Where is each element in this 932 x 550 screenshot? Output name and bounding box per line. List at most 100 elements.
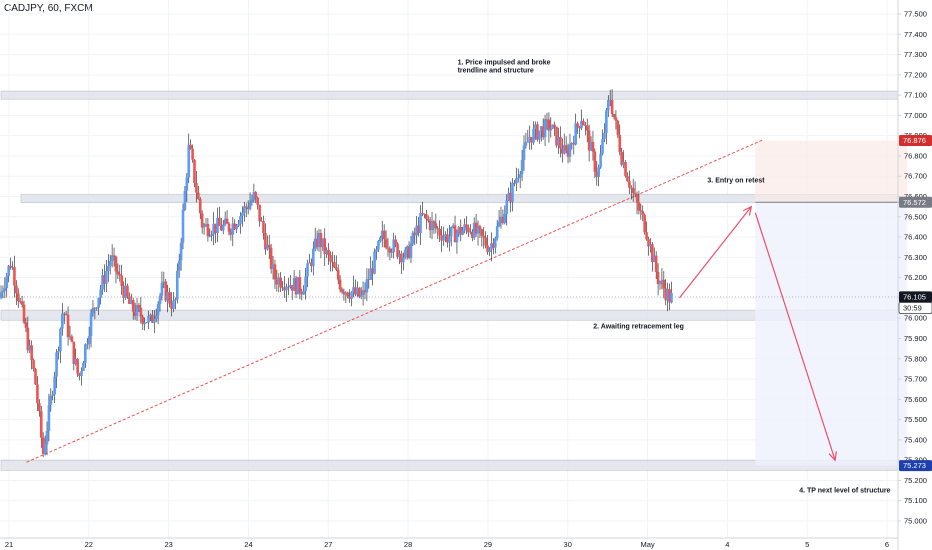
candle-body — [482, 235, 486, 238]
x-tick-label: May — [640, 540, 654, 549]
candle-body — [541, 126, 545, 138]
candle-body — [36, 384, 39, 404]
price-badge — [898, 302, 932, 314]
candle-body — [497, 221, 501, 227]
candle-body — [354, 287, 357, 295]
y-tick-label: 77.200 — [904, 70, 927, 79]
candle-body — [457, 226, 461, 234]
candle-body — [515, 178, 518, 184]
candle-body — [208, 235, 212, 237]
candle-body — [177, 260, 181, 271]
candle-body — [643, 214, 646, 233]
candle-body — [624, 162, 627, 177]
candle-body — [455, 233, 459, 243]
candle-body — [352, 287, 355, 293]
candle-body — [582, 120, 585, 126]
candle-body — [344, 292, 348, 295]
candle-body — [605, 110, 608, 133]
candle-body — [168, 292, 171, 304]
candle-body — [423, 213, 426, 215]
arrow-line — [754, 212, 836, 461]
candle-body — [654, 255, 658, 272]
candle-body — [74, 358, 78, 364]
candle-body — [474, 222, 478, 234]
candle-body — [633, 193, 637, 195]
path-arrows[interactable] — [679, 205, 837, 462]
candle-body — [405, 246, 409, 250]
candle-body — [30, 345, 33, 361]
candle-body — [122, 285, 125, 298]
candle-body — [304, 276, 307, 292]
candle-body — [361, 290, 365, 295]
candle-body — [24, 322, 28, 328]
candle-body — [520, 159, 524, 175]
candle-body — [660, 279, 664, 282]
candle-body — [323, 238, 327, 254]
candle-body — [256, 197, 260, 205]
candle-body — [300, 291, 304, 295]
candle-body — [223, 218, 227, 225]
candle-body — [191, 148, 194, 160]
candle-body — [576, 123, 579, 127]
candle-body — [72, 341, 76, 364]
candle-body — [147, 316, 150, 323]
candle-body — [105, 271, 108, 284]
y-tick-label: 75.000 — [904, 517, 927, 526]
candle-body — [18, 301, 22, 302]
candle-body — [38, 403, 41, 412]
arrow-line — [679, 206, 752, 299]
candle-body — [610, 99, 614, 114]
candle-body — [570, 143, 574, 145]
candle-body — [612, 113, 616, 118]
candle-body — [260, 220, 263, 222]
candle-body — [294, 278, 298, 295]
candle-body — [51, 394, 55, 396]
candle-body — [308, 262, 311, 264]
candle-body — [133, 311, 137, 317]
candle-body — [428, 220, 432, 231]
candle-body — [91, 307, 95, 314]
candle-body — [39, 411, 43, 438]
candle-body — [313, 238, 317, 249]
candle-body — [363, 290, 367, 293]
candle-body — [131, 300, 135, 312]
candle-body — [555, 126, 558, 146]
candle-body — [392, 239, 396, 253]
candle-body — [212, 223, 215, 235]
candle-body — [543, 119, 547, 138]
short-position-box[interactable] — [755, 140, 907, 466]
arrow-head — [828, 451, 837, 462]
take-profit-area — [755, 202, 907, 466]
candle-body — [434, 223, 438, 229]
trendline[interactable] — [26, 139, 764, 463]
price-badge — [899, 135, 932, 147]
candle-body — [587, 130, 591, 151]
y-tick-label: 75.500 — [904, 415, 927, 424]
candle-body — [1, 290, 5, 293]
candle-body — [32, 360, 35, 369]
price-badge — [899, 460, 932, 472]
candle-body — [269, 247, 273, 269]
candle-body — [45, 430, 49, 445]
candles — [0, 89, 673, 458]
candle-body — [603, 132, 606, 139]
candle-body — [137, 305, 141, 308]
candle-body — [426, 218, 430, 221]
candle-body — [170, 303, 173, 309]
candle-body — [34, 368, 37, 385]
candle-body — [202, 225, 206, 228]
candle-body — [336, 269, 340, 280]
candle-body — [499, 216, 503, 222]
candle-body — [13, 267, 16, 286]
candle-body — [59, 328, 62, 352]
candle-body — [348, 296, 351, 299]
x-tick-label: 5 — [805, 540, 809, 549]
price-badge-label: 76.572 — [903, 198, 926, 207]
candle-body — [340, 289, 344, 292]
candle-body — [338, 279, 342, 290]
candle-body — [492, 243, 495, 248]
candle-body — [442, 236, 445, 241]
candle-body — [593, 151, 597, 172]
candle-body — [532, 128, 535, 143]
